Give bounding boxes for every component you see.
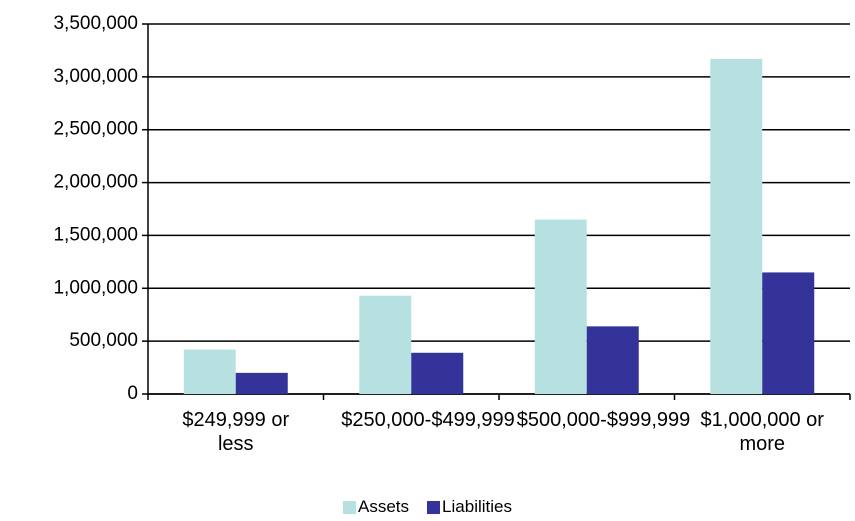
y-tick-label: 3,000,000	[53, 66, 138, 87]
x-tick-label: $250,000-$499,999	[341, 409, 515, 431]
legend-label: Assets	[358, 497, 410, 516]
x-tick-label: $249,999 or less	[182, 409, 290, 455]
bar	[235, 372, 288, 394]
bar	[411, 352, 464, 394]
legend-item: Assets	[343, 497, 409, 517]
legend-swatch	[427, 500, 441, 514]
y-tick-label: 0	[127, 383, 138, 404]
bar	[710, 58, 763, 395]
y-tick-label: 500,000	[69, 330, 138, 351]
y-tick-label: 2,500,000	[53, 119, 138, 140]
bar	[183, 349, 236, 394]
legend: Assets Liabilities	[0, 497, 855, 517]
bar	[762, 272, 815, 394]
y-tick-label: 1,500,000	[53, 224, 138, 245]
y-tick-label: 1,000,000	[53, 277, 138, 298]
bar	[359, 295, 412, 394]
bar	[586, 326, 639, 394]
y-tick-label: 2,000,000	[53, 172, 138, 193]
legend-label: Liabilities	[442, 497, 512, 516]
y-tick-label: 3,500,000	[53, 13, 138, 34]
legend-swatch	[343, 500, 357, 514]
bar	[534, 219, 587, 394]
x-tick-label: $1,000,000 or more	[700, 409, 824, 455]
x-tick-label: $500,000-$999,999	[516, 409, 691, 431]
legend-item: Liabilities	[427, 497, 512, 517]
